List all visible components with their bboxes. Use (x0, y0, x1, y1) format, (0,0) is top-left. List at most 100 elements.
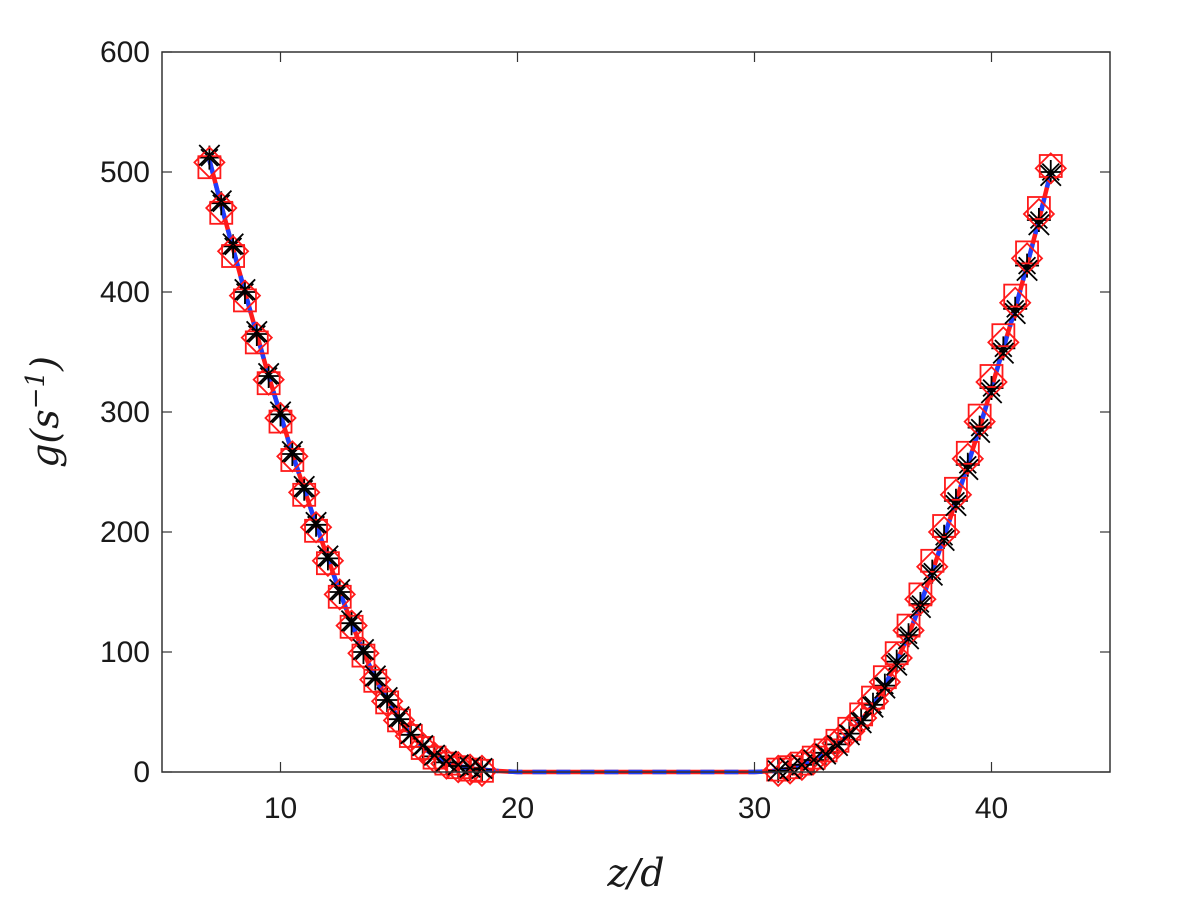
x-marker (1016, 259, 1038, 282)
diamond-marker (240, 321, 274, 354)
square-marker (1038, 154, 1063, 178)
x-marker (328, 578, 351, 601)
diamond-marker (216, 234, 250, 268)
diamond-marker (915, 550, 949, 584)
x-marker (257, 362, 280, 385)
y-tick-label: 100 (100, 636, 150, 669)
x-marker (234, 278, 256, 301)
x-marker (210, 189, 233, 212)
diamond-marker (892, 614, 925, 647)
square-marker (920, 548, 945, 573)
star-marker (363, 666, 388, 691)
square-marker (932, 514, 956, 538)
diamond-marker (382, 704, 416, 737)
diamond-marker (228, 279, 262, 312)
diamond-marker (1022, 197, 1056, 231)
x-marker (305, 511, 327, 534)
x-marker (1004, 302, 1027, 325)
x-marker (909, 596, 932, 619)
diamond-marker (252, 363, 285, 396)
x-marker (874, 677, 896, 699)
star-marker (1015, 253, 1040, 278)
star-marker (197, 145, 222, 170)
star-marker (339, 611, 364, 636)
square-marker (1015, 240, 1039, 265)
x-marker (352, 638, 375, 661)
y-axis-label: g(s−1) (21, 356, 67, 468)
x-marker (779, 757, 801, 780)
diamond-marker (359, 663, 392, 696)
x-marker (897, 627, 920, 650)
x-marker (885, 654, 908, 677)
diamond-marker (204, 191, 238, 225)
x-marker (968, 421, 991, 444)
diamond-marker (311, 544, 345, 578)
x-axis-label: z/d (606, 851, 664, 895)
diamond-marker (951, 442, 985, 476)
y-tick-label: 400 (100, 276, 150, 309)
star-marker (268, 402, 293, 427)
blue-dashed-curve (207, 159, 1053, 775)
star-marker (244, 322, 269, 346)
x-marker (862, 696, 884, 719)
star-marker (209, 191, 234, 216)
square-marker (1003, 283, 1028, 308)
x-marker (222, 233, 244, 255)
diamond-marker (430, 747, 463, 780)
star-marker (896, 623, 921, 648)
x-marker (423, 744, 446, 767)
star-marker (967, 415, 992, 440)
y-axis-label-exponent: −1 (21, 371, 51, 409)
x-marker (956, 458, 979, 481)
x-tick-label: 30 (738, 792, 771, 825)
star-marker (387, 707, 411, 732)
diamond-marker (276, 440, 309, 473)
y-axis-label-base: g(s (23, 409, 67, 468)
star-marker (991, 336, 1016, 361)
diamond-marker (193, 146, 226, 179)
square-marker (955, 440, 980, 465)
diamond-marker (287, 476, 321, 509)
diamond-marker (299, 510, 333, 544)
diamond-marker (975, 365, 1008, 399)
x-marker (293, 475, 316, 498)
diamond-marker (868, 665, 902, 699)
square-marker (944, 476, 968, 501)
x-marker (198, 144, 221, 167)
square-marker (339, 614, 364, 639)
x-marker (1039, 164, 1062, 187)
star-marker (375, 688, 400, 712)
x-marker (933, 529, 955, 552)
ticks-layer (162, 51, 1110, 773)
square-marker (470, 758, 494, 783)
series-diamond-markers (193, 146, 1068, 788)
x-marker (376, 686, 398, 709)
star-marker (280, 442, 305, 466)
star-marker (979, 376, 1004, 400)
x-marker (945, 494, 967, 517)
y-tick-label: 300 (100, 396, 150, 429)
diamond-marker (453, 753, 487, 786)
x-tick-label: 10 (264, 792, 297, 825)
star-marker (327, 580, 352, 604)
x-marker (802, 749, 825, 771)
diamond-marker (347, 636, 380, 670)
star-marker (221, 234, 246, 259)
x-marker (364, 665, 387, 687)
y-tick-label: 500 (100, 156, 150, 189)
x-marker (992, 342, 1015, 365)
plot-area (162, 52, 1110, 772)
diamond-marker (323, 578, 357, 611)
star-marker (315, 546, 340, 571)
square-marker (979, 364, 1004, 388)
x-marker (850, 711, 872, 734)
star-marker (943, 488, 968, 513)
diamond-marker (797, 742, 831, 776)
diamond-marker (963, 405, 996, 438)
x-marker (1028, 213, 1050, 236)
x-marker (245, 320, 268, 343)
y-tick-label: 600 (100, 36, 150, 69)
square-marker (292, 482, 317, 507)
y-tick-label: 200 (100, 516, 150, 549)
